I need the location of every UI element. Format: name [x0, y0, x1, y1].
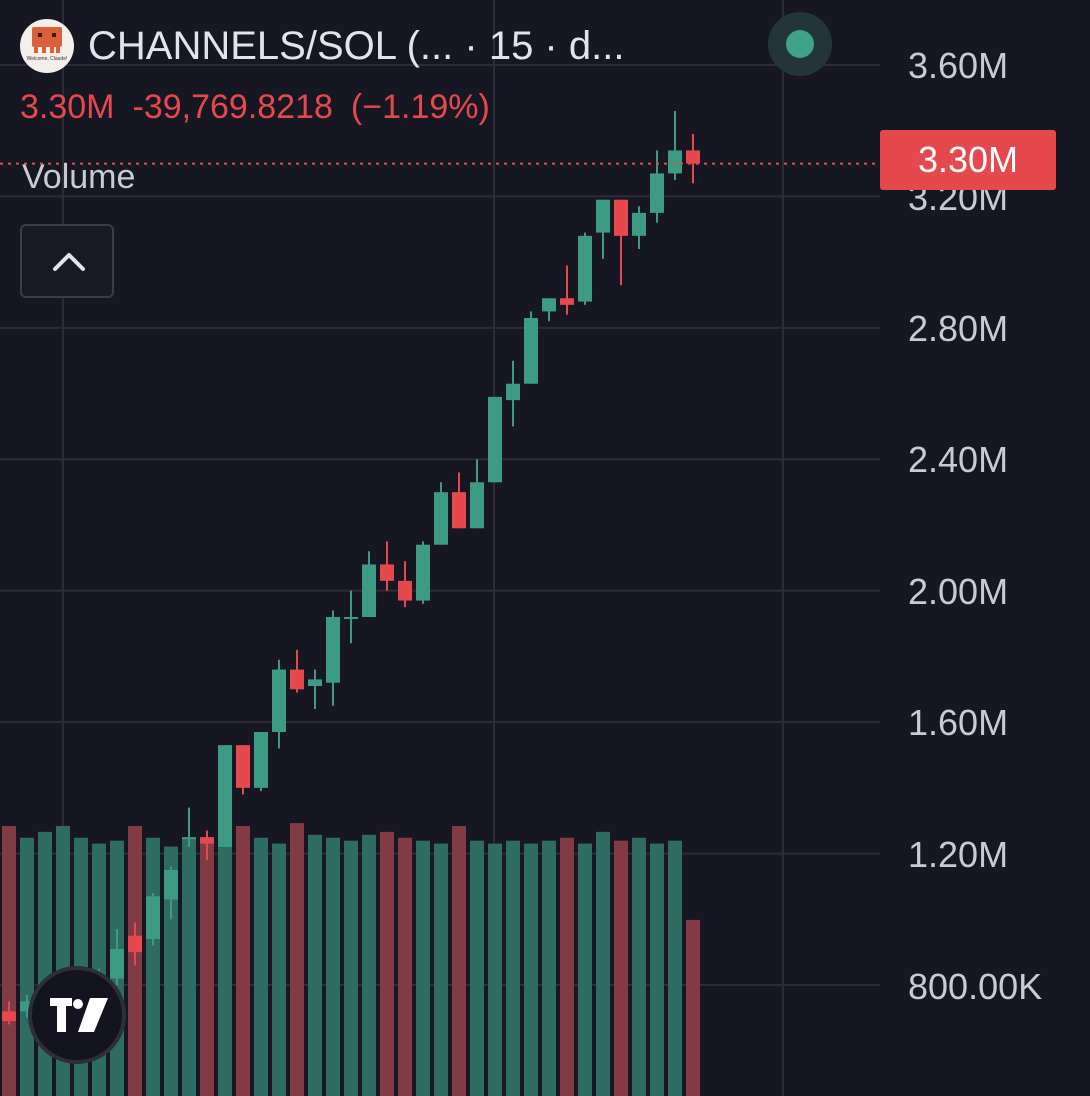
candle-body — [2, 1011, 16, 1022]
symbol-title[interactable]: CHANNELS/SOL (... · 15 · d... — [88, 23, 625, 68]
volume-bar — [632, 837, 646, 1096]
logo-caption: Welcome, Claude! — [26, 56, 68, 62]
candle-body — [164, 870, 178, 900]
y-tick-label: 1.60M — [908, 702, 1009, 743]
volume-bar — [236, 826, 250, 1096]
candle-body — [308, 679, 322, 686]
volume-bar — [200, 843, 214, 1096]
candle-body — [362, 564, 376, 617]
token-logo: Welcome, Claude! — [20, 19, 74, 73]
volume-bar — [524, 843, 538, 1096]
y-tick-label: 800.00K — [908, 966, 1043, 1007]
volume-bar — [578, 843, 592, 1096]
live-dot-icon — [768, 12, 832, 76]
pixel-creature-icon — [32, 27, 62, 47]
chevron-up-icon — [53, 253, 85, 271]
y-tick-label: 2.80M — [908, 308, 1009, 349]
candle-body — [182, 837, 196, 840]
volume-bar — [542, 840, 556, 1096]
chart-header[interactable]: Welcome, Claude! CHANNELS/SOL (... · 15 … — [20, 16, 624, 76]
candle-body — [218, 745, 232, 847]
volume-bar — [182, 837, 196, 1096]
candle-body — [560, 298, 574, 305]
candle-body — [434, 492, 448, 545]
candle-body — [254, 732, 268, 788]
candle-body — [398, 580, 412, 601]
price-change-line: 3.30M -39,769.8218 (−1.19%) — [20, 88, 508, 127]
candle-body — [146, 896, 160, 939]
volume-bar — [668, 840, 682, 1096]
candle-body — [506, 383, 520, 401]
candle-body — [686, 150, 700, 164]
candle-body — [596, 199, 610, 233]
candle-body — [326, 617, 340, 683]
volume-bar — [506, 840, 520, 1096]
candle-body — [128, 935, 142, 953]
candle-body — [290, 669, 304, 690]
candle-body — [668, 150, 682, 174]
candle-body — [542, 298, 556, 312]
volume-bar — [650, 843, 664, 1096]
y-tick-label: 3.60M — [908, 45, 1009, 86]
volume-bar — [452, 826, 466, 1096]
volume-bar — [254, 837, 268, 1096]
last-price: 3.30M — [20, 88, 115, 126]
volume-bar — [146, 837, 160, 1096]
candle-body — [380, 564, 394, 581]
volume-bar — [272, 843, 286, 1096]
y-tick-label: 2.40M — [908, 439, 1009, 480]
volume-bar — [164, 846, 178, 1096]
candle-body — [272, 669, 286, 732]
candle-body — [416, 544, 430, 601]
volume-bar — [344, 840, 358, 1096]
volume-bar — [560, 837, 574, 1096]
volume-bar — [380, 831, 394, 1096]
volume-bar — [2, 826, 16, 1096]
volume-bar — [596, 831, 610, 1096]
candle-body — [110, 948, 124, 979]
change-absolute: -39,769.8218 — [132, 88, 333, 126]
change-percent: (−1.19%) — [350, 88, 490, 126]
candle-body — [344, 617, 358, 619]
volume-bar — [326, 837, 340, 1096]
volume-bar — [308, 834, 322, 1096]
candle-body — [470, 482, 484, 529]
volume-indicator-label[interactable]: Volume — [22, 158, 136, 196]
candle-body — [488, 396, 502, 483]
candle-body — [614, 199, 628, 236]
candle-body — [452, 492, 466, 529]
volume-bar — [218, 840, 232, 1096]
candle-body — [632, 212, 646, 236]
volume-bar — [614, 840, 628, 1096]
candle-body — [236, 745, 250, 788]
volume-bar — [362, 834, 376, 1096]
volume-bar — [398, 837, 412, 1096]
y-tick-label: 2.00M — [908, 571, 1009, 612]
volume-bar — [470, 840, 484, 1096]
y-tick-label: 1.20M — [908, 834, 1009, 875]
candle-body — [650, 173, 664, 213]
candle-body — [524, 318, 538, 384]
candle-body — [20, 1001, 34, 1012]
volume-bar — [416, 840, 430, 1096]
collapse-button[interactable] — [20, 224, 114, 298]
volume-bar — [434, 843, 448, 1096]
volume-bar — [488, 843, 502, 1096]
volume-bar — [290, 823, 304, 1096]
last-price-tag: 3.30M — [880, 130, 1056, 190]
volume-bar — [686, 919, 700, 1096]
candle-body — [200, 837, 214, 844]
candle-body — [578, 235, 592, 302]
volume-bar — [20, 837, 34, 1096]
tradingview-logo-icon[interactable] — [28, 966, 126, 1064]
